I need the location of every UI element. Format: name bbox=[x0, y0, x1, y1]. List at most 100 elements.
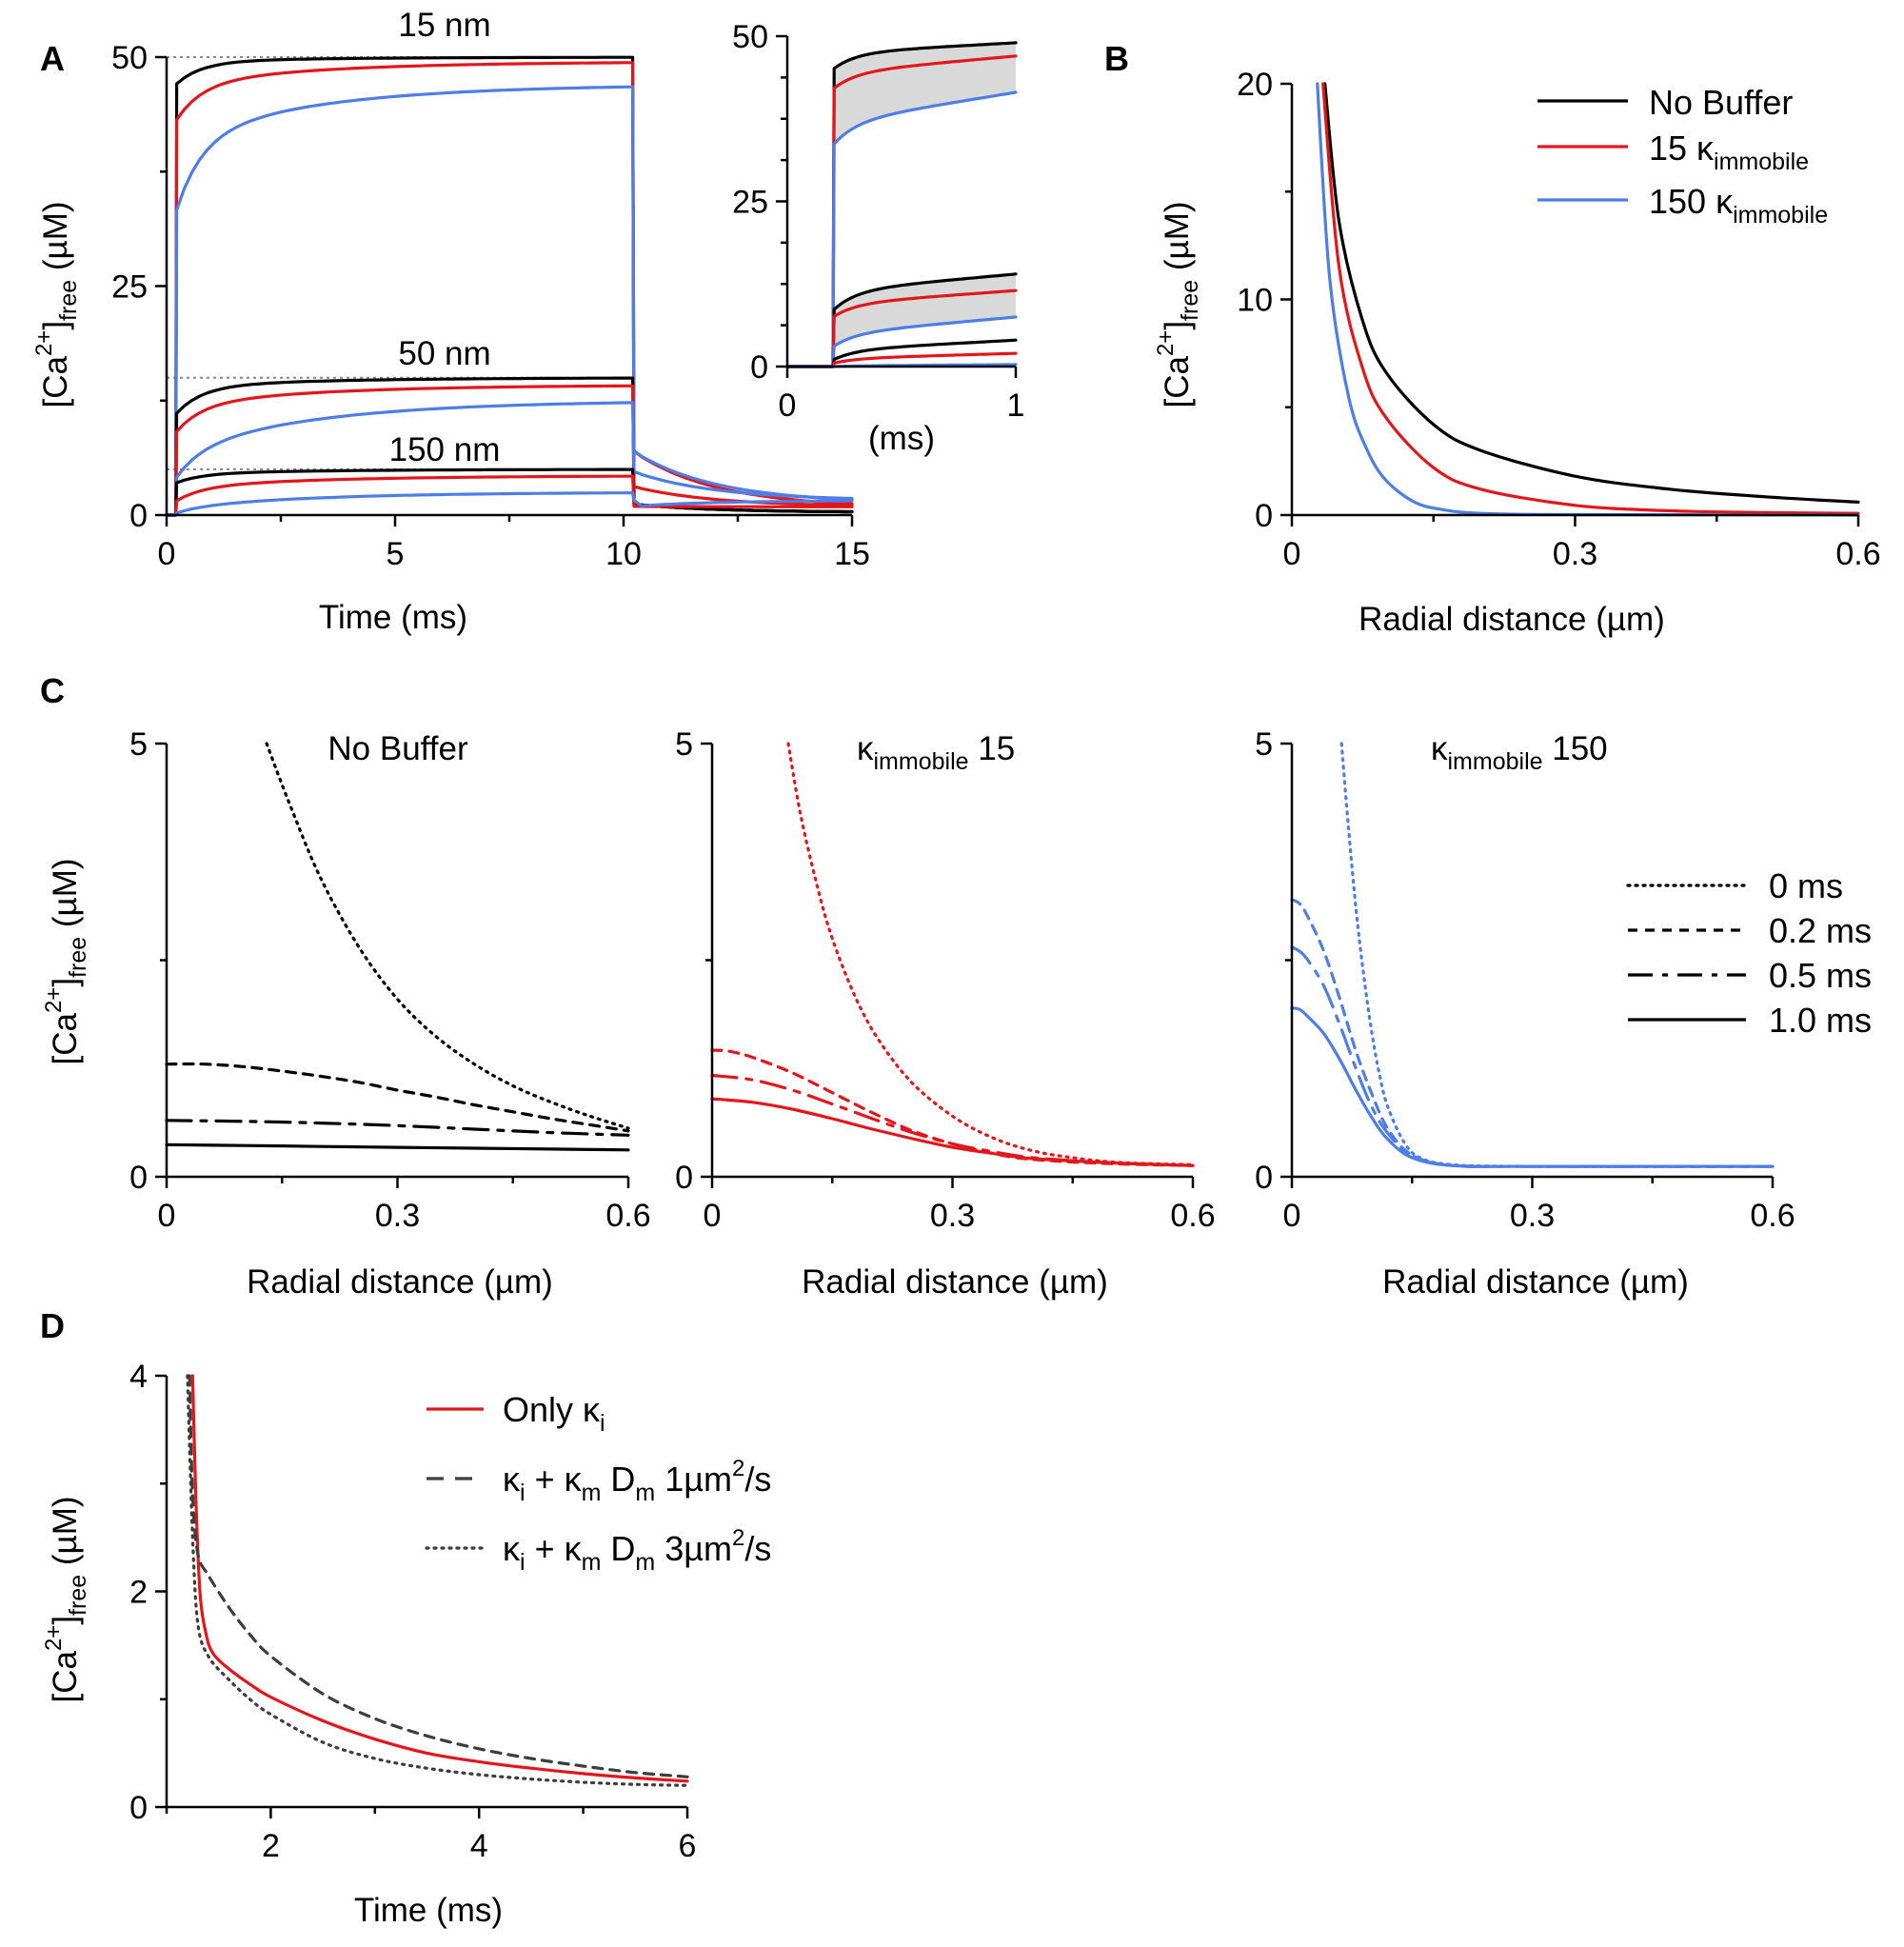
title-c-k150-kappa: κ bbox=[1431, 730, 1448, 767]
legend-c: 0 ms 0.2 ms 0.5 ms 1.0 ms bbox=[1626, 866, 1872, 1040]
y-title-sup-a: 2+ bbox=[31, 330, 57, 356]
a-inset-x-tick-label: 0 bbox=[779, 387, 797, 424]
legend-label-02ms: 0.2 ms bbox=[1769, 911, 1872, 950]
legend-b: No Buffer 15 κimmobile 150 κimmobile bbox=[1537, 83, 1828, 228]
y-title-bracket-a: ] bbox=[37, 321, 74, 330]
y-title-sup-d: 2+ bbox=[41, 1625, 67, 1651]
legend-d3-value: 3µm bbox=[655, 1529, 732, 1568]
a-x-tick-label: 0 bbox=[158, 536, 176, 572]
legend-d1-text: Only bbox=[503, 1390, 583, 1429]
d-series-2 bbox=[186, 1374, 689, 1787]
legend-k150-sub: immobile bbox=[1733, 202, 1828, 228]
c-no-buffer-series-1 bbox=[165, 1062, 630, 1133]
legend-label-05ms: 0.5 ms bbox=[1769, 956, 1872, 995]
a-y-tick-label: 25 bbox=[111, 269, 148, 306]
d-x-tick-label: 6 bbox=[679, 1828, 697, 1864]
a-inset-y-tick-label: 0 bbox=[750, 349, 768, 386]
c-k15-y-tick-label: 5 bbox=[675, 726, 693, 763]
legend-d2-unit: /s bbox=[744, 1460, 771, 1499]
a-series-8 bbox=[165, 491, 854, 517]
a-series-2 bbox=[165, 85, 854, 517]
legend-d3-d: D bbox=[601, 1529, 635, 1568]
y-axis-title-b: [Ca2+]free (µM) bbox=[1153, 201, 1203, 407]
legend-k15-kappa: κ bbox=[1696, 129, 1715, 168]
legend-d3-sub-m: m bbox=[582, 1549, 602, 1576]
y-title-sub-c: free bbox=[65, 937, 91, 978]
a-series-7 bbox=[165, 474, 854, 517]
y-title-unit-b: (µM) bbox=[1159, 201, 1196, 279]
title-c-k150: κimmobile 150 bbox=[1431, 730, 1608, 775]
a-series-5 bbox=[165, 401, 854, 517]
b-x-tick-label: 0.6 bbox=[1835, 536, 1880, 572]
y-title-sup-b: 2+ bbox=[1153, 330, 1179, 356]
title-c-k15-kappa: κ bbox=[857, 730, 874, 767]
y-title-sub-a: free bbox=[55, 280, 82, 321]
a-inset-x-tick-label: 1 bbox=[1007, 387, 1025, 424]
legend-d3-sup: 2 bbox=[732, 1525, 744, 1551]
legend-label-only-ki: Only κi bbox=[503, 1390, 605, 1437]
a-x-tick-label: 15 bbox=[834, 536, 870, 572]
c-k150-x-tick-label: 0.6 bbox=[1750, 1198, 1795, 1234]
d-x-tick-label: 2 bbox=[262, 1828, 280, 1864]
c-no-buffer-series-0 bbox=[265, 742, 630, 1130]
y-axis-title-d: [Ca2+]free (µM) bbox=[41, 1496, 91, 1702]
c-k15-x-tick-label: 0.3 bbox=[930, 1198, 975, 1234]
panel-letter-d: D bbox=[40, 1306, 65, 1345]
c-k150-y-tick-label: 0 bbox=[1255, 1160, 1273, 1196]
c-no-buffer-series-2 bbox=[165, 1119, 630, 1137]
x-axis-title-a-inset: (ms) bbox=[868, 420, 935, 457]
c-k150-x-tick-label: 0 bbox=[1283, 1198, 1301, 1234]
b-series-1 bbox=[1321, 82, 1860, 515]
y-axis-title-c: [Ca2+]free (µM) bbox=[41, 858, 91, 1064]
panel-letter-a: A bbox=[40, 39, 65, 78]
x-axis-title-b: Radial distance (µm) bbox=[1359, 601, 1665, 638]
y-title-unit-d: (µM) bbox=[47, 1496, 84, 1574]
d-series-1 bbox=[188, 1374, 689, 1778]
legend-d2-d: D bbox=[601, 1460, 635, 1499]
y-title-unit-a: (µM) bbox=[37, 201, 74, 279]
legend-d2-sub-i: i bbox=[520, 1480, 526, 1506]
legend-d2-sub-m: m bbox=[582, 1480, 602, 1506]
x-axis-title-a: Time (ms) bbox=[319, 599, 467, 636]
legend-label-k15: 15 κimmobile bbox=[1649, 129, 1809, 175]
a-inset-series-7 bbox=[785, 351, 1018, 368]
c-no-buffer-x-tick-label: 0.6 bbox=[605, 1198, 650, 1234]
legend-d2-sup: 2 bbox=[732, 1456, 744, 1481]
legend-d3-kappa-i: κ bbox=[503, 1529, 521, 1568]
c-k15-y-tick-label: 0 bbox=[675, 1160, 693, 1196]
title-c-no-buffer: No Buffer bbox=[327, 730, 468, 767]
title-c-k15-sub: immobile bbox=[874, 748, 969, 775]
c-k15-series-2 bbox=[710, 1073, 1195, 1167]
legend-d3-plus: + bbox=[526, 1529, 565, 1568]
annotation-15nm: 15 nm bbox=[398, 7, 490, 44]
b-y-tick-label: 10 bbox=[1237, 283, 1273, 319]
annotation-150nm: 150 nm bbox=[389, 431, 501, 468]
title-c-k15: κimmobile 15 bbox=[857, 730, 1015, 775]
title-c-k150-sub: immobile bbox=[1448, 748, 1543, 775]
a-inset-y-tick-label: 25 bbox=[732, 185, 768, 221]
y-title-sub-b: free bbox=[1177, 280, 1203, 321]
y-title-bracket-c: ] bbox=[47, 978, 84, 987]
legend-d2-kappa-i: κ bbox=[503, 1460, 521, 1499]
a-x-tick-label: 10 bbox=[605, 536, 642, 572]
x-axis-title-c-k150: Radial distance (µm) bbox=[1382, 1263, 1689, 1301]
legend-k15-sub: immobile bbox=[1714, 149, 1809, 175]
a-inset-series-3 bbox=[785, 272, 1018, 368]
a-series-0 bbox=[165, 55, 854, 517]
title-c-k15-value: 15 bbox=[969, 730, 1016, 767]
panel-letter-c: C bbox=[40, 671, 65, 710]
panel-c: [Ca2+]free (µM) 0 0.3 0.6 0 5 0 0.3 0.6 0 5 0 0.3… bbox=[41, 726, 1872, 1301]
legend-k150-number: 150 bbox=[1649, 182, 1716, 221]
c-k150-series-1 bbox=[1290, 898, 1775, 1168]
legend-d3-kappa-m: κ bbox=[565, 1529, 583, 1568]
c-k15-series-3 bbox=[710, 1097, 1195, 1167]
c-no-buffer-x-tick-label: 0 bbox=[158, 1198, 176, 1234]
c-no-buffer-y-tick-label: 0 bbox=[129, 1160, 148, 1196]
y-title-ca-a: [Ca bbox=[37, 356, 74, 408]
y-title-ca-d: [Ca bbox=[47, 1651, 84, 1703]
a-series-1 bbox=[165, 61, 854, 517]
c-k150-series-0 bbox=[1339, 742, 1775, 1168]
b-y-tick-label: 0 bbox=[1255, 498, 1273, 534]
